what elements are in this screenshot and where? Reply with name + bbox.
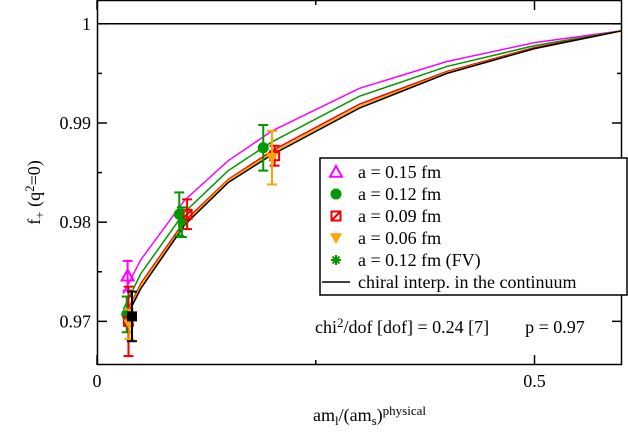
marker: [266, 152, 278, 164]
marker-cross: [181, 209, 193, 220]
marker: [328, 163, 344, 178]
x-axis-label-part: ): [377, 405, 383, 426]
legend-label: a = 0.12 fm (FV): [358, 250, 481, 271]
legend-label: chiral interp. in the continuum: [358, 272, 576, 292]
fit-annotation: chi2/dof [dof] = 0.24 [7] p = 0.97: [315, 315, 585, 337]
fit-annotation-part: p = 0.97: [525, 317, 585, 337]
x-axis-label-part: l: [335, 413, 339, 428]
x-axis-label-part: am: [313, 405, 335, 425]
x-axis-label: aml/(ams)physical: [313, 403, 426, 428]
y-axis-label-part: 2: [22, 185, 37, 192]
x-axis-label-part: s: [372, 413, 377, 428]
x-axis-label-part: /(am: [339, 405, 372, 426]
x-tick-label: 0: [93, 371, 102, 391]
marker: [257, 142, 269, 154]
plot-area: [97, 23, 622, 358]
fit-annotation-part: /dof [dof] = 0.24 [7]: [344, 317, 490, 337]
legend-label: a = 0.09 fm: [358, 206, 441, 226]
marker-box: [330, 210, 342, 222]
y-tick-label: 0.97: [60, 311, 92, 331]
marker-cross: [330, 210, 342, 222]
y-axis-label-part: +: [32, 211, 47, 218]
legend: a = 0.15 fma = 0.12 fma = 0.09 fma = 0.0…: [319, 157, 628, 296]
x-tick-label: 0.5: [523, 371, 546, 391]
y-tick-label: 1: [82, 14, 91, 34]
y-axis-label-part: (q: [24, 192, 45, 212]
legend-box: [319, 157, 628, 296]
x-axis-label-part: physical: [383, 403, 427, 418]
legend-label: a = 0.12 fm: [358, 184, 441, 204]
marker-ray: [331, 255, 341, 265]
y-tick-label: 0.98: [60, 212, 92, 232]
marker: [330, 210, 342, 222]
marker: [330, 233, 342, 244]
fit-annotation-part: chi: [315, 317, 337, 337]
marker-ray: [177, 217, 187, 227]
legend-label: a = 0.15 fm: [358, 162, 441, 182]
marker: [127, 311, 137, 322]
fit-annotation-part: 2: [337, 315, 344, 330]
y-axis-label-part: f: [24, 219, 44, 225]
marker: [330, 188, 342, 200]
y-tick-label: 0.99: [60, 113, 92, 133]
legend-label: a = 0.06 fm: [358, 228, 441, 248]
marker: [119, 267, 136, 282]
y-axis-label-part: =0): [24, 160, 45, 185]
marker: [176, 217, 187, 228]
marker: [331, 255, 341, 265]
y-axis-label: f+ (q2=0): [22, 160, 47, 225]
